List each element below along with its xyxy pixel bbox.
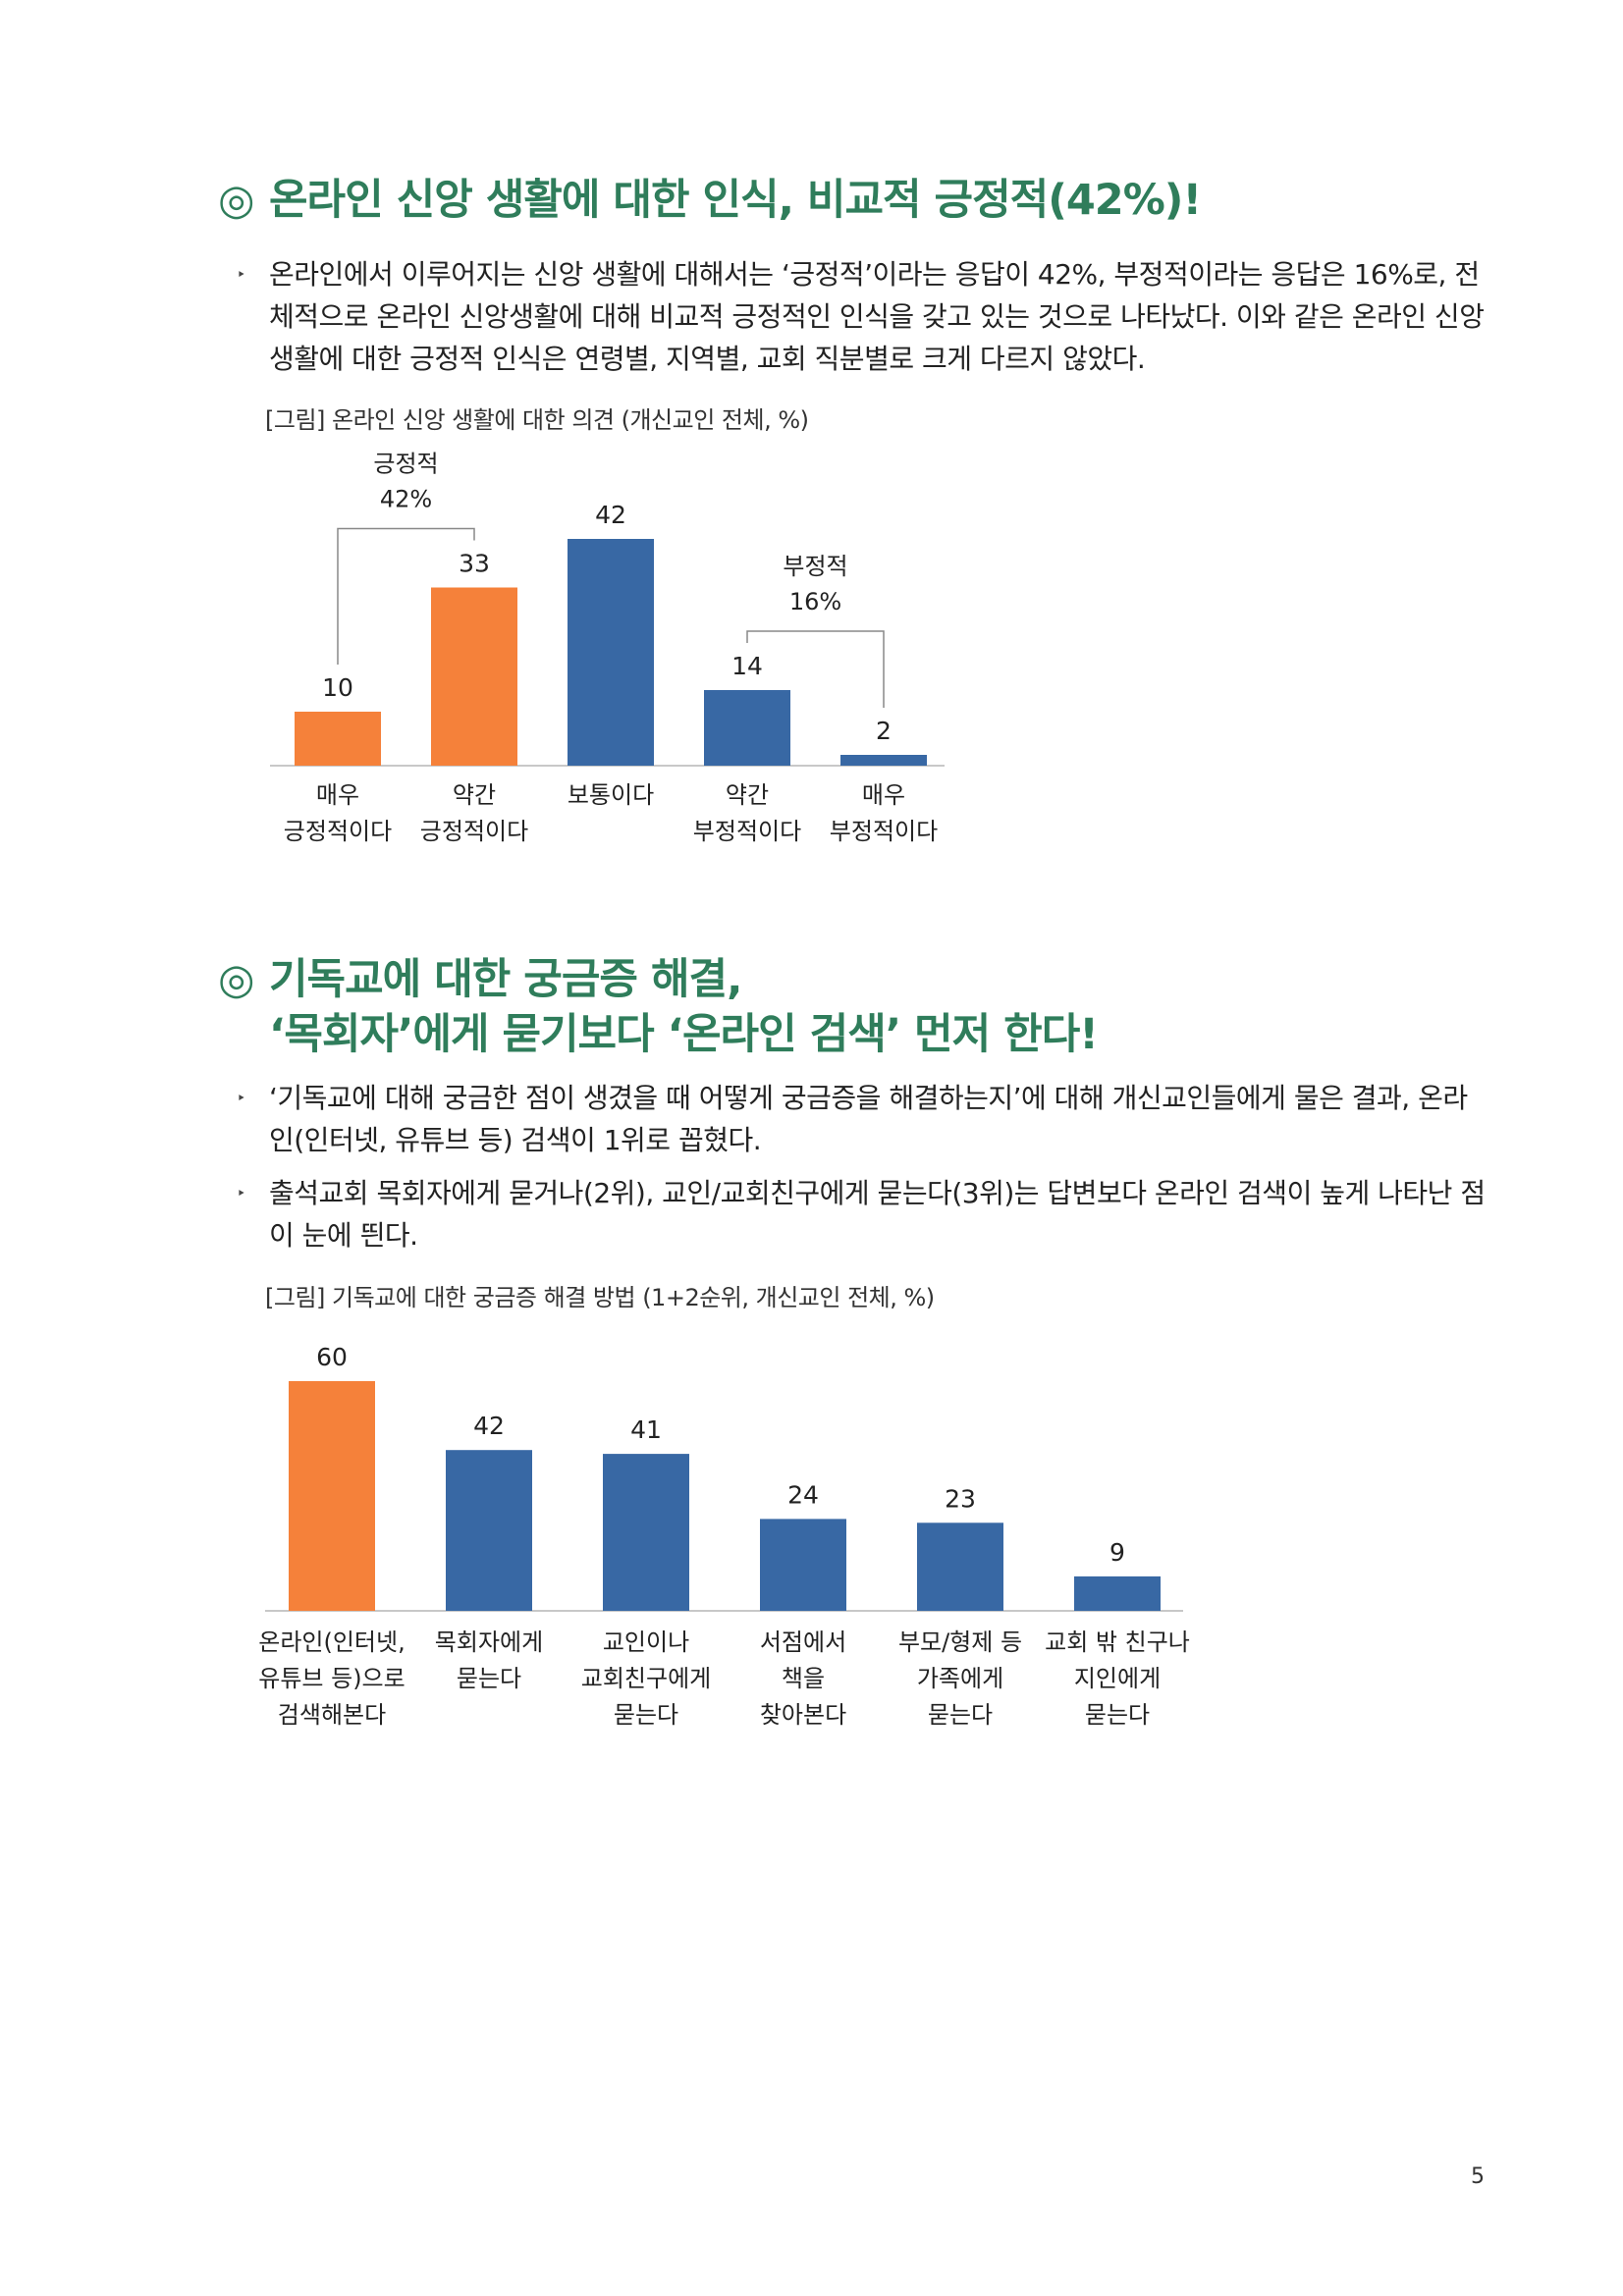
x-tick-label: 부정적이다 (830, 818, 938, 845)
bar (446, 1450, 532, 1611)
bar (295, 712, 381, 766)
section2-bullet-2: ‣ 출석교회 목회자에게 묻거나(2위), 교인/교회친구에게 묻는다(3위)는… (237, 1172, 1487, 1256)
x-tick-label: 지인에게 (1074, 1665, 1161, 1692)
annotation-label: 긍정적 (373, 451, 438, 478)
double-circle-icon: ◎ (218, 176, 255, 225)
section2-heading: ◎ 기독교에 대한 궁금증 해결, ‘목회자’에게 묻기보다 ‘온라인 검색’ 먼… (218, 952, 1099, 1062)
x-tick-label: 부정적이다 (693, 818, 801, 845)
data-label: 41 (630, 1415, 662, 1444)
x-tick-label: 온라인(인터넷, (258, 1629, 405, 1656)
x-tick-label: 보통이다 (568, 781, 654, 809)
annotation-bracket (746, 630, 885, 708)
annotation-label: 42% (380, 486, 432, 513)
section1-heading: ◎ 온라인 신앙 생활에 대한 인식, 비교적 긍정적(42%)! (218, 173, 1202, 228)
data-label: 24 (787, 1480, 819, 1509)
data-label: 42 (595, 501, 626, 529)
data-label: 2 (876, 717, 892, 745)
annotation-label: 부정적 (783, 553, 847, 580)
x-tick-label: 검색해본다 (278, 1701, 386, 1729)
x-tick-label: 교인이나 (603, 1629, 689, 1656)
bar (917, 1522, 1003, 1611)
data-label: 23 (945, 1484, 976, 1513)
section2-heading-line1: 기독교에 대한 궁금증 해결, (269, 955, 742, 1004)
section1-heading-text: 온라인 신앙 생활에 대한 인식, 비교적 긍정적(42%)! (269, 176, 1202, 225)
bar (1074, 1575, 1161, 1611)
chart2-caption: [그림] 기독교에 대한 궁금증 해결 방법 (1+2순위, 개신교인 전체, … (265, 1284, 935, 1311)
x-tick-label: 부모/형제 등 (898, 1629, 1022, 1656)
bar (431, 587, 517, 766)
bullet-triangle-icon: ‣ (237, 1089, 245, 1107)
bar (568, 539, 654, 766)
section2-heading-line2: ‘목회자’에게 묻기보다 ‘온라인 검색’ 먼저 한다! (269, 1010, 1099, 1059)
data-label: 14 (731, 652, 763, 680)
page-number: 5 (1471, 2164, 1485, 2189)
x-tick-label: 찾아본다 (760, 1701, 846, 1729)
x-tick-label: 유튜브 등)으로 (258, 1665, 405, 1692)
x-tick-label: 약간 (453, 781, 496, 809)
chart1-caption: [그림] 온라인 신앙 생활에 대한 의견 (개신교인 전체, %) (265, 406, 809, 434)
section1-bullet-1-text: 온라인에서 이루어지는 신앙 생활에 대해서는 ‘긍정적’이라는 응답이 42%… (269, 258, 1485, 375)
x-tick-label: 가족에게 (917, 1665, 1003, 1692)
x-tick-label: 긍정적이다 (284, 818, 392, 845)
bar (289, 1381, 375, 1611)
data-label: 42 (473, 1412, 505, 1440)
x-tick-label: 매우 (316, 781, 359, 809)
data-label: 10 (322, 673, 353, 702)
x-tick-label: 묻는다 (928, 1701, 993, 1729)
section2-bullet-1: ‣ ‘기독교에 대해 궁금한 점이 생겼을 때 어떻게 궁금증을 해결하는지’에… (237, 1077, 1487, 1161)
x-tick-label: 묻는다 (614, 1701, 678, 1729)
bar (704, 690, 790, 766)
bar (840, 755, 927, 766)
x-tick-label: 묻는다 (1085, 1701, 1150, 1729)
data-label: 60 (316, 1343, 348, 1371)
bar (760, 1519, 846, 1611)
data-label: 33 (459, 550, 490, 578)
x-tick-label: 긍정적이다 (420, 818, 528, 845)
annotation-bracket (337, 527, 475, 665)
x-tick-label: 목회자에게 (435, 1629, 543, 1656)
section2-bullet-2-text: 출석교회 목회자에게 묻거나(2위), 교인/교회친구에게 묻는다(3위)는 답… (269, 1177, 1486, 1252)
x-tick-label: 약간 (726, 781, 769, 809)
x-tick-label: 서점에서 (760, 1629, 846, 1656)
bullet-triangle-icon: ‣ (237, 265, 245, 284)
bar (603, 1454, 689, 1611)
x-tick-label: 묻는다 (457, 1665, 521, 1692)
x-tick-label: 책을 (782, 1665, 825, 1692)
section2-bullet-1-text: ‘기독교에 대해 궁금한 점이 생겼을 때 어떻게 궁금증을 해결하는지’에 대… (269, 1082, 1468, 1156)
x-tick-label: 매우 (862, 781, 905, 809)
annotation-label: 16% (789, 588, 841, 615)
x-tick-label: 교회친구에게 (581, 1665, 711, 1692)
x-tick-label: 교회 밖 친구나 (1045, 1629, 1190, 1656)
double-circle-icon: ◎ (218, 955, 255, 1004)
data-label: 9 (1109, 1538, 1125, 1567)
section1-bullet-1: ‣ 온라인에서 이루어지는 신앙 생활에 대해서는 ‘긍정적’이라는 응답이 4… (237, 253, 1487, 380)
bullet-triangle-icon: ‣ (237, 1184, 245, 1202)
